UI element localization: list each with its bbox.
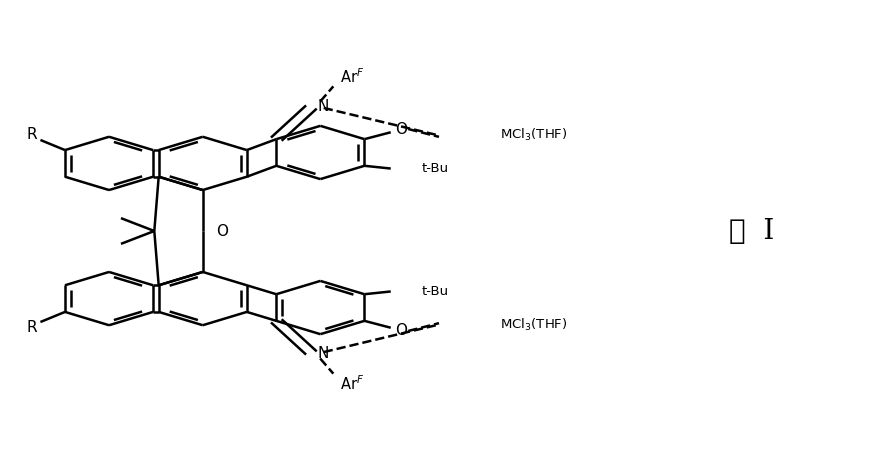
Text: 式  I: 式 I bbox=[729, 218, 774, 244]
Text: Ar$^F$: Ar$^F$ bbox=[341, 67, 364, 85]
Text: t-Bu: t-Bu bbox=[422, 162, 449, 175]
Text: MCl$_3$(THF): MCl$_3$(THF) bbox=[501, 317, 568, 334]
Text: t-Bu: t-Bu bbox=[422, 285, 449, 298]
Text: N: N bbox=[317, 346, 328, 361]
Text: R: R bbox=[26, 321, 37, 335]
Text: MCl$_3$(THF): MCl$_3$(THF) bbox=[501, 127, 568, 143]
Text: Ar$^F$: Ar$^F$ bbox=[341, 374, 364, 393]
Text: N: N bbox=[317, 99, 328, 114]
Text: O: O bbox=[216, 224, 228, 238]
Text: O: O bbox=[395, 322, 407, 338]
Text: R: R bbox=[26, 127, 37, 141]
Text: O: O bbox=[395, 122, 407, 138]
